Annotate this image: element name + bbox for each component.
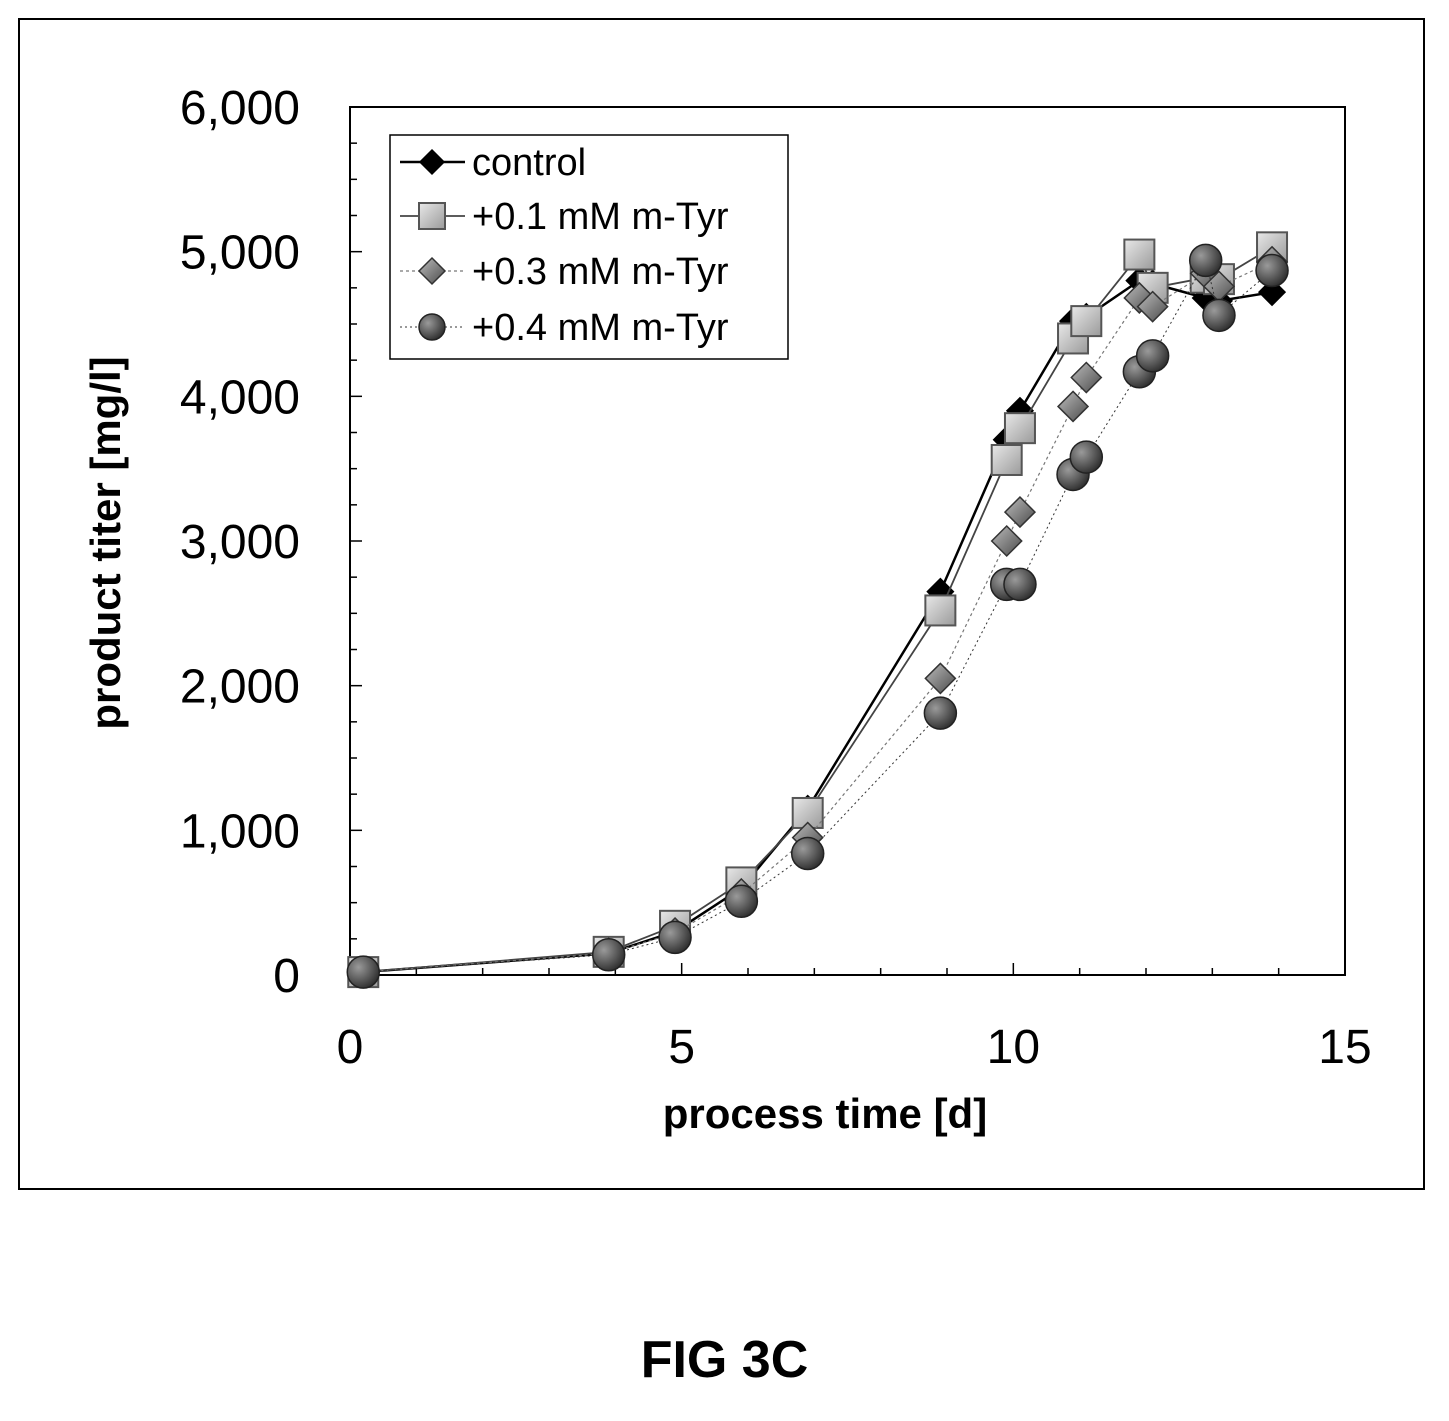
- figure-label: FIG 3C: [640, 1331, 809, 1389]
- data-point-diamond: [1070, 361, 1103, 394]
- data-point-circle: [724, 884, 759, 918]
- data-point-diamond: [1003, 496, 1037, 529]
- y-tick-label: 1,000: [180, 805, 300, 858]
- data-point-square: [1123, 238, 1156, 271]
- data-point-diamond: [1056, 390, 1090, 423]
- data-point-square: [418, 202, 446, 230]
- series-line: [363, 258, 1273, 973]
- legend-box: [389, 134, 789, 360]
- series-4: [346, 243, 1289, 989]
- data-point-square: [1070, 305, 1103, 338]
- series-layer: [346, 231, 1289, 989]
- x-axis: 0 5 10 15: [337, 963, 1372, 1074]
- legend-label: +0.3 mM m-Tyr: [472, 251, 729, 293]
- data-point-circle: [1003, 567, 1037, 602]
- data-point-diamond: [990, 524, 1023, 558]
- legend: control +0.1 mM m-Tyr +0.3 mM m-Tyr +0.4 mM…: [389, 134, 789, 360]
- legend-label: +0.4 mM m-Tyr: [472, 307, 729, 349]
- x-tick-label: 5: [668, 1021, 695, 1074]
- data-point-circle: [658, 920, 692, 955]
- data-point-circle: [790, 836, 825, 871]
- legend-label: control: [472, 142, 586, 184]
- data-point-circle: [1202, 298, 1236, 333]
- data-point-circle: [923, 696, 958, 730]
- y-tick-label: 5,000: [180, 227, 300, 280]
- y-axis: 0 1,000 2,000 3,000 4,000 5,000 6,000: [180, 82, 362, 1003]
- y-tick-label: 4,000: [180, 371, 300, 424]
- y-tick-label: 6,000: [180, 82, 300, 135]
- data-point-circle: [346, 955, 381, 989]
- y-tick-label: 2,000: [180, 661, 300, 714]
- y-tick-label: 3,000: [180, 516, 300, 569]
- data-point-diamond: [418, 148, 446, 176]
- data-point-circle: [418, 313, 446, 341]
- data-point-square: [924, 594, 957, 627]
- data-point-diamond: [417, 256, 447, 286]
- x-tick-label: 0: [337, 1021, 364, 1074]
- legend-label: +0.1 mM m-Tyr: [472, 196, 729, 238]
- data-point-circle: [1255, 253, 1289, 288]
- x-tick-label: 15: [1318, 1021, 1371, 1074]
- data-point-circle: [591, 937, 626, 972]
- data-point-circle: [1188, 243, 1223, 278]
- x-axis-label: process time [d]: [663, 1090, 987, 1137]
- data-point-circle: [1135, 339, 1170, 373]
- y-axis-label: product titer [mg/l]: [82, 356, 129, 729]
- y-tick-label: 0: [273, 950, 300, 1003]
- data-point-square: [990, 443, 1023, 476]
- data-point-diamond: [1136, 290, 1169, 323]
- data-point-square: [1003, 412, 1036, 445]
- data-point-diamond: [924, 662, 957, 695]
- x-tick-label: 10: [987, 1021, 1040, 1074]
- data-point-circle: [1069, 440, 1104, 474]
